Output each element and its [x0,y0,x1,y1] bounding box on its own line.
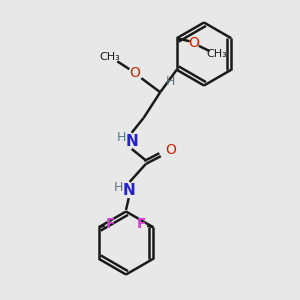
Text: O: O [129,66,140,80]
Text: F: F [105,217,115,231]
Text: O: O [188,36,199,50]
Text: O: O [166,143,176,157]
Text: H: H [117,131,127,144]
Text: F: F [137,217,147,231]
Text: CH₃: CH₃ [100,52,121,62]
Text: CH₃: CH₃ [206,49,227,59]
Text: N: N [122,184,135,199]
Text: H: H [166,75,175,88]
Text: N: N [125,134,138,149]
Text: H: H [114,181,124,194]
